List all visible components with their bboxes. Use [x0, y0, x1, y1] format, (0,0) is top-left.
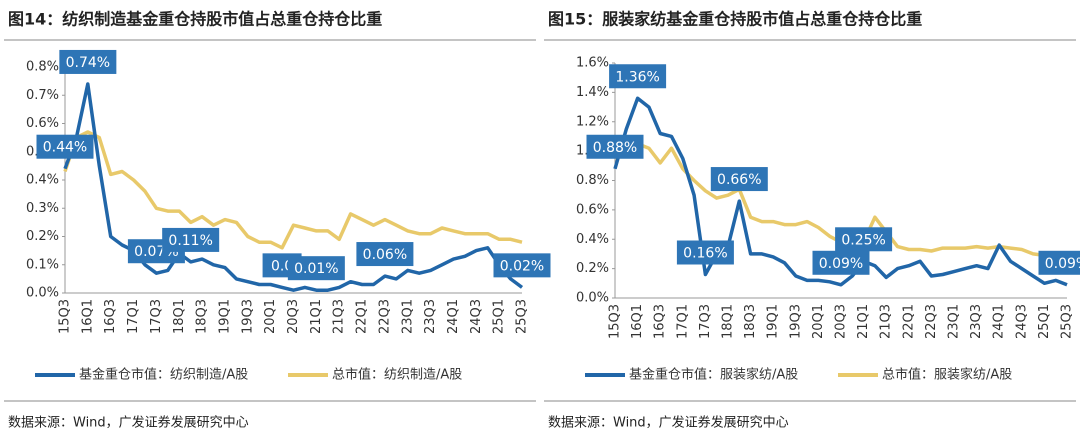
y-tick-label: 0.2% [26, 229, 59, 244]
value-label-box [676, 240, 734, 265]
x-tick-label: 25Q3 [515, 299, 530, 334]
value-label: 0.66% [717, 172, 761, 188]
value-label-box [812, 250, 870, 275]
x-tick-label: 23Q3 [969, 304, 984, 339]
chart-title: 图14：纺织制造基金重仓持股市值占总重仓持仓比重 [8, 10, 382, 29]
y-tick-label: 0.8% [576, 173, 609, 188]
x-tick-label: 17Q3 [149, 299, 164, 334]
x-tick-label: 20Q3 [834, 304, 849, 339]
series-line [613, 96, 1068, 287]
x-tick-label: 17Q1 [126, 299, 141, 334]
x-tick-label: 21Q1 [856, 304, 871, 339]
y-tick-label: 0.8% [26, 60, 59, 75]
x-tick-label: 22Q3 [377, 299, 392, 334]
value-label: 0.44% [43, 140, 87, 156]
x-tick-label: 24Q1 [992, 304, 1007, 339]
x-tick-label: 25Q1 [1037, 304, 1052, 339]
legend-label: 基金重仓市值：纺织制造/A股 [79, 367, 248, 383]
x-tick-label: 21Q3 [332, 299, 347, 334]
x-tick-label: 24Q3 [1014, 304, 1029, 339]
value-label: 0.74% [66, 55, 110, 71]
x-tick-label: 20Q1 [263, 299, 278, 334]
x-tick-label: 25Q3 [1060, 304, 1075, 339]
x-tick-label: 24Q3 [469, 299, 484, 334]
value-label-box [710, 167, 768, 192]
value-label: 0.0 [271, 258, 293, 274]
x-tick-label: 16Q3 [103, 299, 118, 334]
x-tick-label: 15Q3 [58, 299, 73, 334]
y-tick-label: 0.3% [26, 201, 59, 216]
value-label-box [586, 134, 644, 159]
x-tick-label: 20Q1 [811, 304, 826, 339]
source-note: 数据来源：Wind，广发证券发展研究中心 [548, 415, 789, 431]
value-label-box [835, 227, 893, 252]
y-tick-label: 1.2% [576, 114, 609, 129]
x-tick-label: 16Q3 [653, 304, 668, 339]
x-tick-label: 16Q1 [630, 304, 645, 339]
x-tick-label: 19Q1 [217, 299, 232, 334]
x-tick-label: 24Q1 [446, 299, 461, 334]
value-label-box [609, 64, 667, 89]
value-label: 1.36% [615, 69, 659, 85]
x-tick-label: 18Q1 [721, 304, 736, 339]
value-label: 0.01% [294, 261, 338, 277]
x-tick-label: 15Q3 [608, 304, 623, 339]
y-tick-label: 0.2% [576, 261, 609, 276]
x-tick-label: 23Q1 [947, 304, 962, 339]
x-tick-label: 19Q1 [766, 304, 781, 339]
y-tick-label: 0.0% [26, 286, 59, 301]
source-note: 数据来源：Wind，广发证券发展研究中心 [8, 415, 249, 431]
value-label-box [356, 242, 414, 267]
x-tick-label: 22Q1 [355, 299, 370, 334]
y-tick-label: 0.6% [26, 116, 59, 131]
x-tick-label: 23Q1 [400, 299, 415, 334]
x-tick-label: 20Q3 [286, 299, 301, 334]
value-label: 0.25% [841, 232, 885, 248]
y-tick-label: 0.4% [576, 232, 609, 247]
x-tick-label: 16Q1 [80, 299, 95, 334]
x-tick-label: 22Q3 [924, 304, 939, 339]
legend-label: 总市值：纺织制造/A股 [332, 367, 462, 383]
value-label: 0.06% [363, 247, 407, 263]
chart: 图15：服装家纺基金重仓持股市值占总重仓持仓比重数据来源：Wind，广发证券发展… [544, 10, 1080, 431]
legend-label: 总市值：服装家纺/A股 [882, 367, 1012, 383]
x-tick-label: 21Q1 [309, 299, 324, 334]
value-label: 0.88% [593, 140, 637, 156]
value-label-box [36, 134, 94, 159]
value-label-box [493, 253, 551, 278]
x-tick-label: 21Q3 [879, 304, 894, 339]
value-label-box [287, 256, 345, 281]
x-tick-label: 18Q3 [743, 304, 758, 339]
x-tick-label: 19Q3 [788, 304, 803, 339]
x-tick-label: 18Q1 [172, 299, 187, 334]
value-label: 0.09% [1045, 256, 1080, 272]
value-label-box [162, 227, 220, 252]
value-label: 0.16% [683, 246, 727, 262]
y-tick-label: 1.6% [576, 56, 609, 71]
chart: 图14：纺织制造基金重仓持股市值占总重仓持仓比重数据来源：Wind，广发证券发展… [4, 10, 551, 431]
chart-title: 图15：服装家纺基金重仓持股市值占总重仓持仓比重 [548, 10, 922, 29]
value-label: 0.11% [168, 233, 212, 249]
value-label: 0.09% [819, 256, 863, 272]
value-label: 0.02% [500, 258, 544, 274]
x-tick-label: 19Q3 [240, 299, 255, 334]
value-label-box [59, 49, 117, 74]
x-tick-label: 18Q3 [195, 299, 210, 334]
y-tick-label: 0.7% [26, 88, 59, 103]
x-tick-label: 17Q3 [698, 304, 713, 339]
y-tick-label: 0.6% [576, 202, 609, 217]
x-tick-label: 23Q3 [423, 299, 438, 334]
series-line [63, 130, 523, 250]
y-tick-label: 1.4% [576, 85, 609, 100]
y-tick-label: 0.0% [576, 291, 609, 306]
value-label-box [1038, 250, 1080, 275]
x-tick-label: 25Q1 [492, 299, 507, 334]
legend-label: 基金重仓市值：服装家纺/A股 [629, 367, 798, 383]
y-tick-label: 0.1% [26, 257, 59, 272]
x-tick-label: 22Q1 [901, 304, 916, 339]
y-tick-label: 0.4% [26, 173, 59, 188]
x-tick-label: 17Q1 [675, 304, 690, 339]
